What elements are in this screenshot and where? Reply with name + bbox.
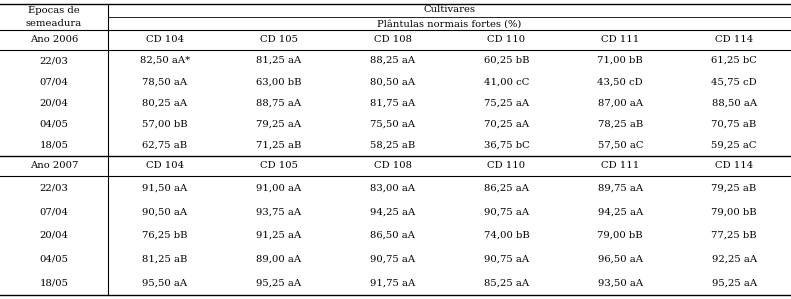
Text: 91,00 aA: 91,00 aA bbox=[256, 183, 301, 192]
Text: Ano 2007: Ano 2007 bbox=[30, 161, 78, 170]
Text: 04/05: 04/05 bbox=[40, 120, 69, 129]
Text: 93,50 aA: 93,50 aA bbox=[598, 279, 643, 288]
Text: CD 108: CD 108 bbox=[373, 36, 411, 45]
Text: 93,75 aA: 93,75 aA bbox=[256, 207, 301, 216]
Text: 57,50 aC: 57,50 aC bbox=[597, 141, 643, 150]
Text: 95,25 aA: 95,25 aA bbox=[256, 279, 301, 288]
Text: 96,50 aA: 96,50 aA bbox=[598, 255, 643, 264]
Text: Épocas de: Épocas de bbox=[28, 5, 80, 15]
Text: CD 105: CD 105 bbox=[259, 161, 297, 170]
Text: 90,50 aA: 90,50 aA bbox=[142, 207, 187, 216]
Text: 70,75 aB: 70,75 aB bbox=[711, 120, 757, 129]
Text: 58,25 aB: 58,25 aB bbox=[370, 141, 415, 150]
Text: CD 110: CD 110 bbox=[487, 161, 525, 170]
Text: 95,50 aA: 95,50 aA bbox=[142, 279, 187, 288]
Text: 60,25 bB: 60,25 bB bbox=[483, 56, 529, 65]
Text: 20/04: 20/04 bbox=[40, 231, 69, 240]
Text: 63,00 bB: 63,00 bB bbox=[256, 77, 301, 86]
Text: 62,75 aB: 62,75 aB bbox=[142, 141, 187, 150]
Text: 79,00 bB: 79,00 bB bbox=[711, 207, 757, 216]
Text: 80,50 aA: 80,50 aA bbox=[370, 77, 415, 86]
Text: semeadura: semeadura bbox=[26, 19, 82, 28]
Text: CD 110: CD 110 bbox=[487, 36, 525, 45]
Text: 86,25 aA: 86,25 aA bbox=[484, 183, 529, 192]
Text: 22/03: 22/03 bbox=[40, 56, 69, 65]
Text: 61,25 bC: 61,25 bC bbox=[711, 56, 757, 65]
Text: CD 104: CD 104 bbox=[146, 36, 184, 45]
Text: 95,25 aA: 95,25 aA bbox=[712, 279, 757, 288]
Text: Cultivares: Cultivares bbox=[423, 4, 475, 13]
Text: 91,25 aA: 91,25 aA bbox=[256, 231, 301, 240]
Text: 80,25 aA: 80,25 aA bbox=[142, 98, 187, 108]
Text: 78,50 aA: 78,50 aA bbox=[142, 77, 187, 86]
Text: 70,25 aA: 70,25 aA bbox=[484, 120, 529, 129]
Text: 79,00 bB: 79,00 bB bbox=[597, 231, 643, 240]
Text: 87,00 aA: 87,00 aA bbox=[598, 98, 643, 108]
Text: 81,25 aA: 81,25 aA bbox=[256, 56, 301, 65]
Text: 89,75 aA: 89,75 aA bbox=[598, 183, 643, 192]
Text: 85,25 aA: 85,25 aA bbox=[484, 279, 529, 288]
Text: 43,50 cD: 43,50 cD bbox=[597, 77, 643, 86]
Text: 81,25 aB: 81,25 aB bbox=[142, 255, 187, 264]
Text: 77,25 bB: 77,25 bB bbox=[711, 231, 757, 240]
Text: 90,75 aA: 90,75 aA bbox=[484, 207, 529, 216]
Text: 90,75 aA: 90,75 aA bbox=[370, 255, 415, 264]
Text: 36,75 bC: 36,75 bC bbox=[483, 141, 529, 150]
Text: 76,25 bB: 76,25 bB bbox=[142, 231, 187, 240]
Text: 04/05: 04/05 bbox=[40, 255, 69, 264]
Text: 18/05: 18/05 bbox=[40, 279, 69, 288]
Text: 90,75 aA: 90,75 aA bbox=[484, 255, 529, 264]
Text: Plântulas normais fortes (%): Plântulas normais fortes (%) bbox=[377, 19, 522, 28]
Text: 74,00 bB: 74,00 bB bbox=[483, 231, 529, 240]
Text: 57,00 bB: 57,00 bB bbox=[142, 120, 187, 129]
Text: 81,75 aA: 81,75 aA bbox=[370, 98, 415, 108]
Text: CD 104: CD 104 bbox=[146, 161, 184, 170]
Text: 45,75 cD: 45,75 cD bbox=[711, 77, 757, 86]
Text: 88,25 aA: 88,25 aA bbox=[370, 56, 415, 65]
Text: 75,50 aA: 75,50 aA bbox=[370, 120, 415, 129]
Text: 92,25 aA: 92,25 aA bbox=[712, 255, 757, 264]
Text: 41,00 cC: 41,00 cC bbox=[484, 77, 529, 86]
Text: 89,00 aA: 89,00 aA bbox=[256, 255, 301, 264]
Text: 71,00 bB: 71,00 bB bbox=[597, 56, 643, 65]
Text: 94,25 aA: 94,25 aA bbox=[598, 207, 643, 216]
Text: 22/03: 22/03 bbox=[40, 183, 69, 192]
Text: 79,25 aB: 79,25 aB bbox=[711, 183, 757, 192]
Text: 88,75 aA: 88,75 aA bbox=[256, 98, 301, 108]
Text: 59,25 aC: 59,25 aC bbox=[711, 141, 757, 150]
Text: 91,75 aA: 91,75 aA bbox=[370, 279, 415, 288]
Text: 71,25 aB: 71,25 aB bbox=[256, 141, 301, 150]
Text: CD 114: CD 114 bbox=[715, 36, 753, 45]
Text: 18/05: 18/05 bbox=[40, 141, 69, 150]
Text: CD 111: CD 111 bbox=[601, 36, 639, 45]
Text: CD 111: CD 111 bbox=[601, 161, 639, 170]
Text: Ano 2006: Ano 2006 bbox=[30, 36, 78, 45]
Text: 75,25 aA: 75,25 aA bbox=[484, 98, 529, 108]
Text: 07/04: 07/04 bbox=[40, 77, 69, 86]
Text: 82,50 aA*: 82,50 aA* bbox=[140, 56, 190, 65]
Text: 83,00 aA: 83,00 aA bbox=[370, 183, 415, 192]
Text: 07/04: 07/04 bbox=[40, 207, 69, 216]
Text: 91,50 aA: 91,50 aA bbox=[142, 183, 187, 192]
Text: CD 114: CD 114 bbox=[715, 161, 753, 170]
Text: 86,50 aA: 86,50 aA bbox=[370, 231, 415, 240]
Text: 88,50 aA: 88,50 aA bbox=[712, 98, 757, 108]
Text: 20/04: 20/04 bbox=[40, 98, 69, 108]
Text: 94,25 aA: 94,25 aA bbox=[370, 207, 415, 216]
Text: 78,25 aB: 78,25 aB bbox=[598, 120, 643, 129]
Text: 79,25 aA: 79,25 aA bbox=[256, 120, 301, 129]
Text: CD 108: CD 108 bbox=[373, 161, 411, 170]
Text: CD 105: CD 105 bbox=[259, 36, 297, 45]
